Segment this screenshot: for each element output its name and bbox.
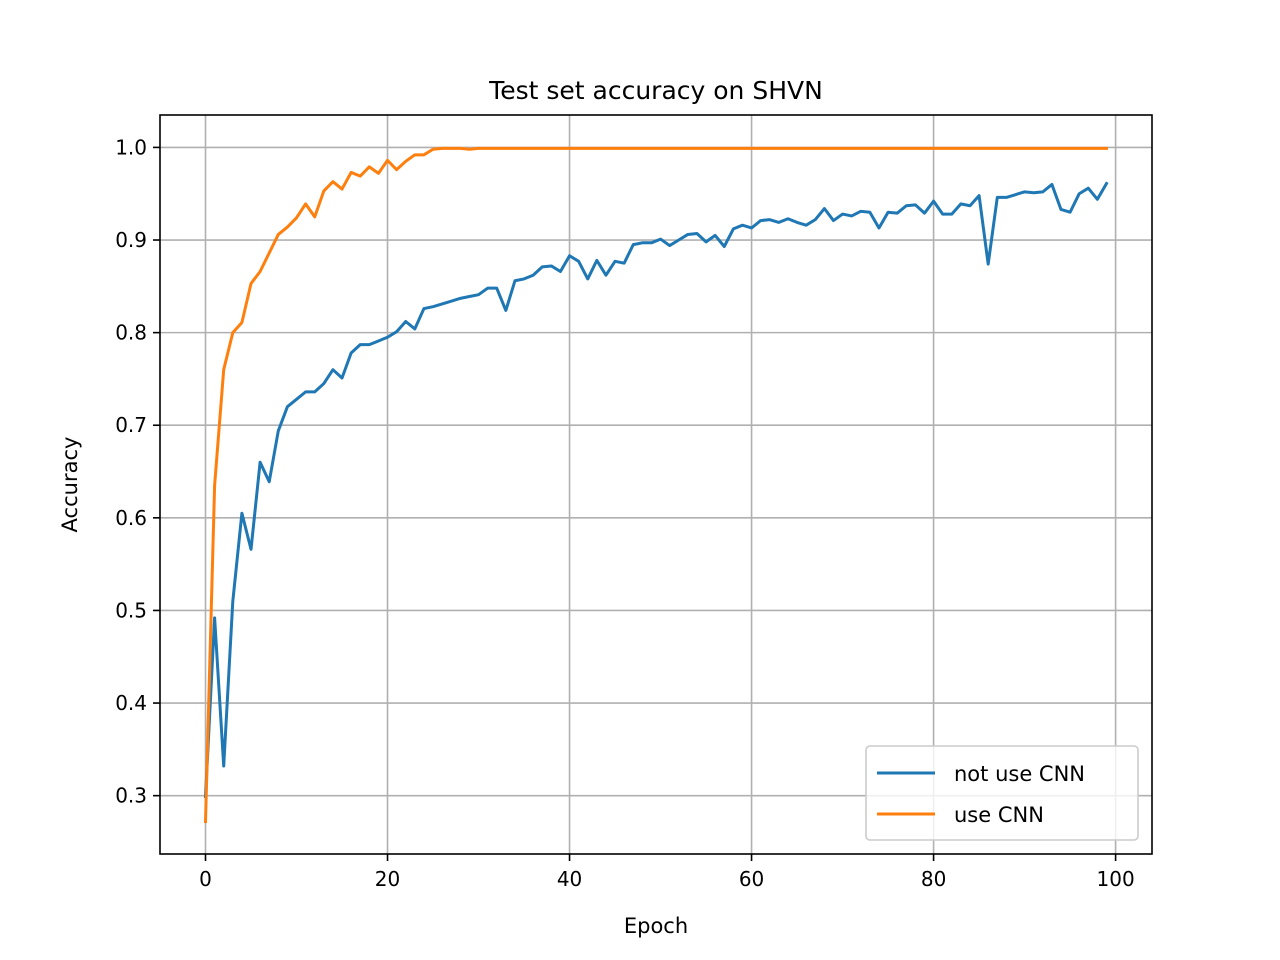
x-tick-label: 100: [1097, 867, 1135, 891]
y-tick-label: 0.7: [115, 413, 147, 437]
x-tick-label: 20: [375, 867, 400, 891]
chart-title: Test set accuracy on SHVN: [488, 76, 823, 105]
y-tick-label: 0.6: [115, 506, 147, 530]
y-tick-label: 0.3: [115, 784, 147, 808]
legend-label-use-cnn: use CNN: [954, 803, 1044, 827]
x-tick-label: 0: [199, 867, 212, 891]
y-tick-label: 0.4: [115, 691, 147, 715]
ticks: 0 20 40 60 80 100 0.3 0.4 0.5 0.6 0.7 0.8 0.9 1.0: [115, 135, 1135, 891]
y-tick-label: 1.0: [115, 135, 147, 159]
series-line-not-use-cnn: [203, 181, 1109, 799]
y-tick-label: 0.5: [115, 598, 147, 622]
y-axis-label: Accuracy: [58, 437, 82, 533]
plot-lines: [203, 146, 1109, 824]
x-tick-label: 40: [557, 867, 582, 891]
y-tick-label: 0.9: [115, 228, 147, 252]
legend-label-not-use-cnn: not use CNN: [954, 762, 1085, 786]
x-axis-label: Epoch: [624, 914, 688, 938]
y-tick-label: 0.8: [115, 321, 147, 345]
axes-frame: [159, 114, 1153, 855]
x-tick-label: 80: [921, 867, 946, 891]
legend-box: [865, 745, 1139, 841]
x-tick-label: 60: [739, 867, 764, 891]
legend: not use CNN use CNN: [865, 745, 1139, 841]
series-line-use-cnn: [203, 146, 1108, 824]
